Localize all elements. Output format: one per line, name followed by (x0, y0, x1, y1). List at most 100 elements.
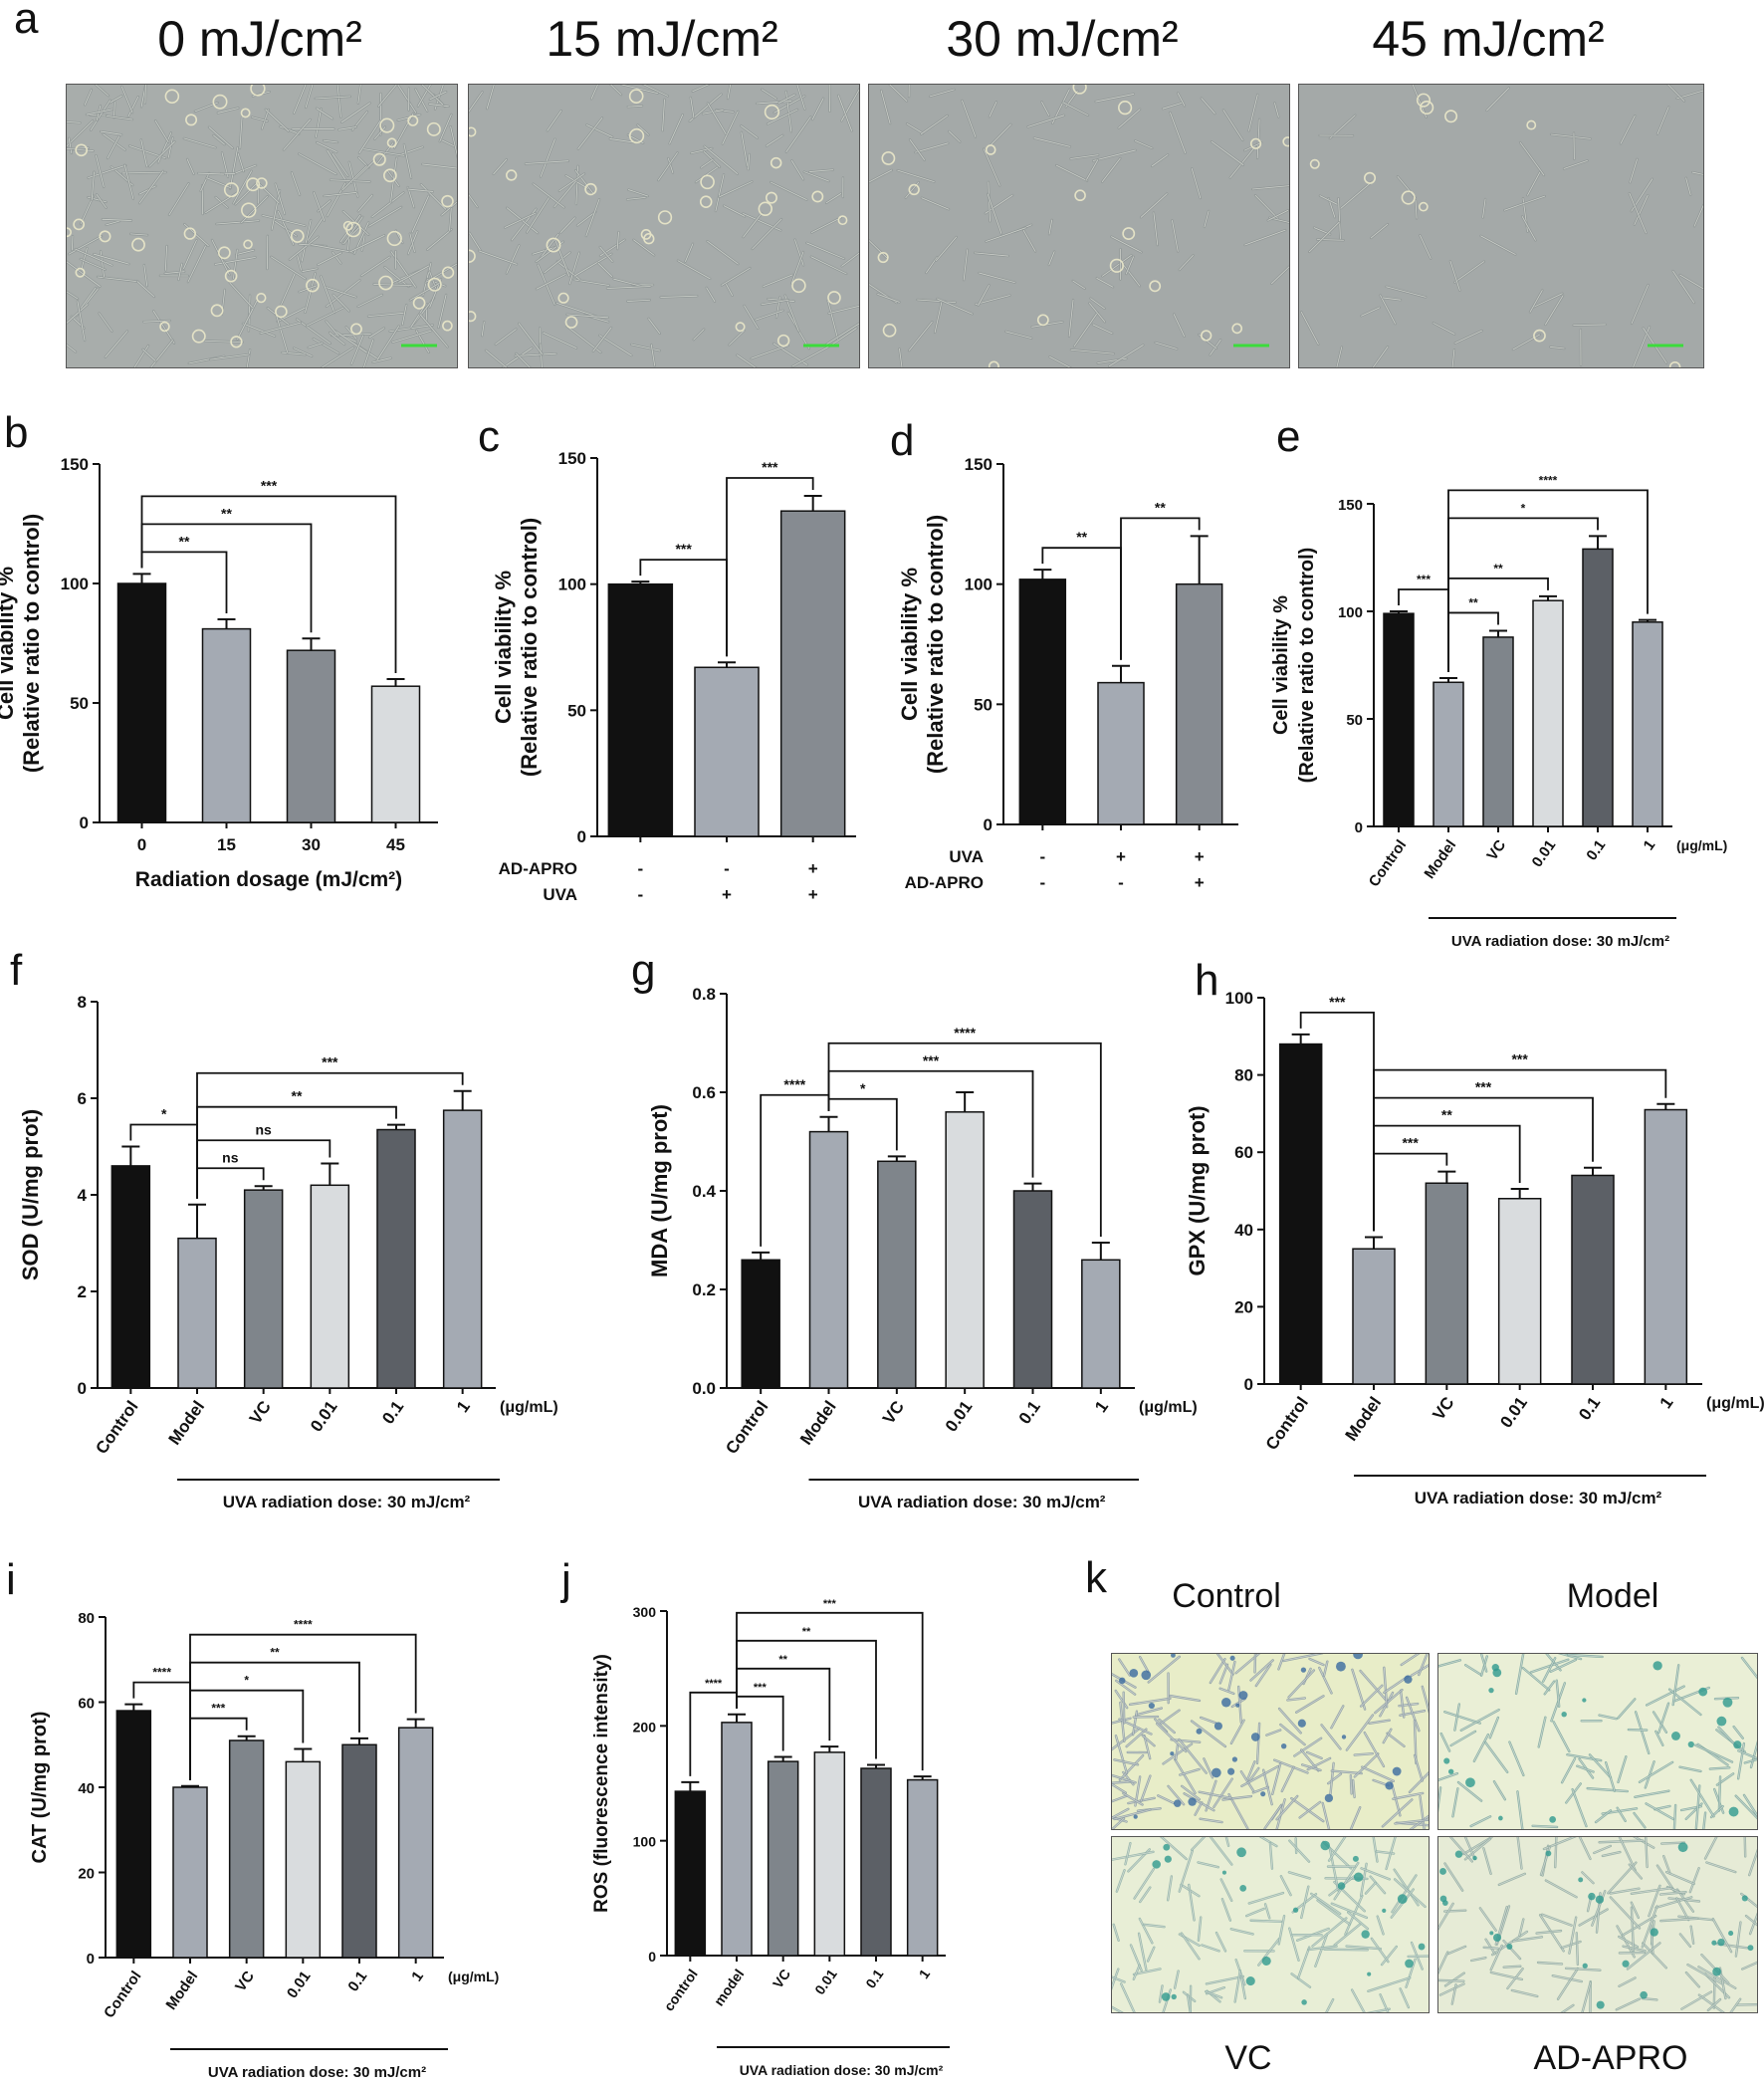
round-cell (75, 267, 86, 278)
cell-highlight (213, 134, 225, 145)
cell-highlight (99, 313, 112, 333)
cell-highlight (187, 245, 206, 283)
cell-highlight (1619, 1976, 1636, 1987)
cell-highlight (106, 116, 133, 120)
x-tick-label: 0.1 (1575, 1393, 1604, 1423)
cell-highlight (1219, 1688, 1234, 1695)
cell-highlight (899, 348, 903, 367)
cell-highlight (1517, 1790, 1523, 1829)
round-cell (877, 251, 889, 264)
cell-highlight (1718, 1727, 1737, 1747)
cell-highlight (1550, 1659, 1577, 1673)
cell-highlight (1191, 1721, 1226, 1747)
round-cell (1526, 119, 1537, 130)
round-cell (811, 190, 824, 203)
cell-highlight (1228, 1793, 1248, 1829)
stain-dot (1367, 1971, 1372, 1976)
stain-dot (1561, 1712, 1567, 1718)
cell-highlight (1125, 1842, 1131, 1865)
cell-highlight (1450, 1731, 1476, 1746)
cell-highlight (67, 304, 89, 324)
cell-highlight (1498, 1873, 1526, 1886)
cell-highlight (1221, 1898, 1231, 1922)
cell-highlight (1271, 266, 1289, 285)
cell-highlight (921, 197, 950, 210)
round-cell (1149, 280, 1162, 293)
cell-highlight (761, 299, 789, 306)
cell-highlight (1569, 1917, 1577, 1955)
significance-label: *** (1329, 994, 1346, 1010)
bar-4 (860, 1767, 892, 1957)
cell-highlight (421, 85, 444, 106)
round-cell (342, 220, 353, 231)
cell-highlight (556, 302, 598, 318)
stain-dot (1118, 1677, 1126, 1685)
cell-highlight (841, 252, 859, 267)
cell-highlight (1141, 1775, 1151, 1801)
stain-dot (1465, 1777, 1475, 1788)
cell-highlight (917, 299, 957, 304)
cell-highlight (1031, 321, 1063, 328)
cell-highlight (1718, 1776, 1721, 1811)
cell-highlight (1347, 1912, 1369, 1930)
cell-highlight (336, 85, 341, 117)
cell-highlight (1151, 154, 1169, 167)
significance-label: ** (221, 505, 232, 521)
cell-highlight (1162, 102, 1183, 110)
photo-background (1112, 1654, 1429, 1829)
cell-highlight (1387, 1733, 1405, 1747)
cell-highlight (1122, 1792, 1143, 1805)
cell-highlight (133, 345, 149, 367)
round-cell (75, 143, 89, 157)
cell-highlight (573, 253, 612, 277)
stain-dot (1488, 1687, 1494, 1694)
cell-highlight (81, 247, 88, 269)
cell-highlight (811, 98, 824, 120)
cell-highlight (791, 346, 830, 367)
cell-highlight (1730, 1998, 1741, 2012)
round-cell (988, 360, 999, 367)
significance-label: ns (255, 1121, 272, 1137)
cell-highlight (1667, 85, 1685, 102)
cell-highlight (1595, 1809, 1612, 1823)
cell-highlight (217, 108, 239, 114)
cell-highlight (362, 148, 405, 156)
panel-label-e: e (1276, 412, 1301, 461)
cell-highlight (1610, 1888, 1640, 1894)
cell-highlight (298, 153, 336, 175)
round-cell (212, 94, 228, 110)
x-tick-label: 0 (137, 835, 146, 854)
cell-highlight (637, 124, 649, 135)
cell-highlight (1709, 1766, 1730, 1769)
cell-highlight (1346, 1946, 1382, 1950)
cell-highlight (1115, 1690, 1128, 1709)
cell-highlight (1562, 2004, 1574, 2012)
cell-highlight (167, 136, 173, 158)
x-tick-label: control (660, 1967, 700, 2014)
cell-highlight (140, 138, 147, 167)
cell-highlight (1286, 1698, 1306, 1701)
cell-highlight (67, 147, 90, 149)
cell-highlight (1386, 1837, 1396, 1870)
cell-highlight (1470, 1815, 1491, 1827)
cell-highlight (1273, 1759, 1308, 1773)
cell-highlight (229, 282, 253, 309)
cell-highlight (1306, 1751, 1322, 1759)
cell-highlight (401, 304, 407, 326)
cell-highlight (1113, 1924, 1120, 1942)
cell-highlight (657, 152, 678, 181)
y-tick-label: 0 (87, 1951, 95, 1968)
treatment-row-label: AD-APRO (499, 859, 577, 878)
cell-highlight (989, 101, 997, 117)
significance-bracket (189, 1661, 360, 1780)
cell-highlight (937, 298, 974, 315)
cell-highlight (1735, 1795, 1757, 1819)
round-cell (837, 215, 848, 226)
bar-2 (286, 649, 336, 823)
cell-highlight (1457, 1781, 1482, 1801)
cell-highlight (1211, 140, 1244, 166)
cell-highlight (1512, 1936, 1543, 1942)
cell-highlight (547, 110, 562, 131)
cell-highlight (1616, 1998, 1641, 2010)
cell-highlight (1737, 1749, 1757, 1759)
